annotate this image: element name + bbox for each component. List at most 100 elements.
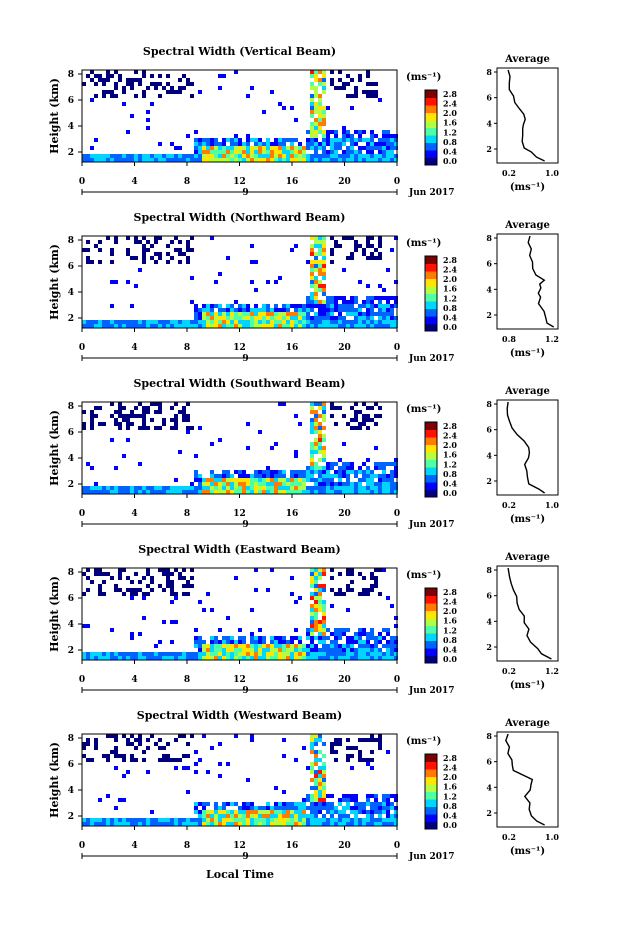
heatmap-cell xyxy=(390,320,394,324)
heatmap-cell xyxy=(194,154,198,158)
heatmap-cell xyxy=(346,312,350,316)
heatmap-cell xyxy=(378,308,382,312)
heatmap-cell xyxy=(334,304,338,308)
heatmap-cell xyxy=(374,490,378,494)
heatmap-cell xyxy=(298,422,302,426)
heatmap-cell xyxy=(210,636,214,640)
heatmap-cell xyxy=(146,738,150,742)
heatmap-cell xyxy=(374,134,378,138)
heatmap-cell xyxy=(238,312,242,316)
heatmap-cell xyxy=(302,154,306,158)
heatmap-cell xyxy=(182,734,186,738)
heatmap-cell xyxy=(210,822,214,826)
heatmap-cell xyxy=(114,766,118,770)
heatmap-cell xyxy=(390,154,394,158)
heatmap-cell xyxy=(318,596,322,600)
heatmap-cell xyxy=(318,280,322,284)
heatmap-cell xyxy=(178,486,182,490)
heatmap-cell xyxy=(358,648,362,652)
heatmap-cell xyxy=(126,770,130,774)
colorbar-tick-label: 1.2 xyxy=(443,127,457,137)
heatmap-cell xyxy=(338,466,342,470)
heatmap-cell xyxy=(110,74,114,78)
heatmap-cell xyxy=(110,576,114,580)
heatmap-cell xyxy=(314,652,318,656)
heatmap-cell xyxy=(306,316,310,320)
heatmap-cell xyxy=(138,486,142,490)
heatmap-cell xyxy=(322,782,326,786)
heatmap-cell xyxy=(90,154,94,158)
heatmap-cell xyxy=(298,802,302,806)
heatmap-cell xyxy=(358,738,362,742)
heatmap-cell xyxy=(350,572,354,576)
heatmap-cell xyxy=(350,636,354,640)
heatmap-cell xyxy=(310,126,314,130)
heatmap-cell xyxy=(362,90,366,94)
heatmap-cell xyxy=(334,86,338,90)
heatmap-cell xyxy=(358,822,362,826)
heatmap-cell xyxy=(346,482,350,486)
heatmap-cell xyxy=(370,90,374,94)
heatmap-cell xyxy=(98,818,102,822)
heatmap-cell xyxy=(390,656,394,660)
heatmap-cell xyxy=(290,592,294,596)
heatmap-cell xyxy=(290,470,294,474)
heatmap-cell xyxy=(358,818,362,822)
heatmap-cell xyxy=(186,426,190,430)
heatmap-cell xyxy=(310,490,314,494)
heatmap-cell xyxy=(358,74,362,78)
heatmap-cell xyxy=(310,770,314,774)
heatmap-cell xyxy=(102,822,106,826)
heatmap-cell xyxy=(254,260,258,264)
heatmap-cell xyxy=(306,154,310,158)
heatmap-cell xyxy=(186,240,190,244)
heatmap-cell xyxy=(210,138,214,142)
heatmap-cell xyxy=(178,758,182,762)
heatmap-cell xyxy=(142,260,146,264)
heatmap-cell xyxy=(370,244,374,248)
heatmap-cell xyxy=(270,316,274,320)
heatmap-cell xyxy=(98,158,102,162)
heatmap-cell xyxy=(322,474,326,478)
heatmap-cell xyxy=(218,822,222,826)
heatmap-cell xyxy=(358,422,362,426)
heatmap-cell xyxy=(166,324,170,328)
heatmap-cell xyxy=(86,742,90,746)
heatmap-cell xyxy=(346,794,350,798)
heatmap-cell xyxy=(330,652,334,656)
heatmap-cell xyxy=(322,114,326,118)
y-tick-label: 8 xyxy=(68,70,74,80)
heatmap-cell xyxy=(202,486,206,490)
heatmap-cell xyxy=(214,818,218,822)
heatmap-cell xyxy=(222,814,226,818)
heatmap-cell xyxy=(142,414,146,418)
heatmap-cell xyxy=(318,158,322,162)
heatmap-cell xyxy=(270,652,274,656)
heatmap-cell xyxy=(258,652,262,656)
heatmap-cell xyxy=(270,146,274,150)
heatmap-cell xyxy=(366,478,370,482)
heatmap-cell xyxy=(314,442,318,446)
heatmap-cell xyxy=(326,478,330,482)
heatmap-cell xyxy=(358,628,362,632)
heatmap-cell xyxy=(318,304,322,308)
heatmap-cell xyxy=(226,486,230,490)
heatmap-cell xyxy=(346,652,350,656)
heatmap-cell xyxy=(86,758,90,762)
heatmap-cell xyxy=(286,490,290,494)
heatmap-cell xyxy=(122,798,126,802)
heatmap-cell xyxy=(290,154,294,158)
heatmap-cell xyxy=(274,640,278,644)
heatmap-cell xyxy=(254,588,258,592)
heatmap-cell xyxy=(330,486,334,490)
heatmap-cell xyxy=(246,304,250,308)
heatmap-cell xyxy=(342,236,346,240)
heatmap-cell xyxy=(158,818,162,822)
heatmap-cell xyxy=(350,106,354,110)
heatmap-cell xyxy=(378,284,382,288)
heatmap-cell xyxy=(270,806,274,810)
heatmap-cell xyxy=(262,158,266,162)
heatmap-cell xyxy=(346,256,350,260)
heatmap-cell xyxy=(310,616,314,620)
heatmap-cell xyxy=(322,790,326,794)
